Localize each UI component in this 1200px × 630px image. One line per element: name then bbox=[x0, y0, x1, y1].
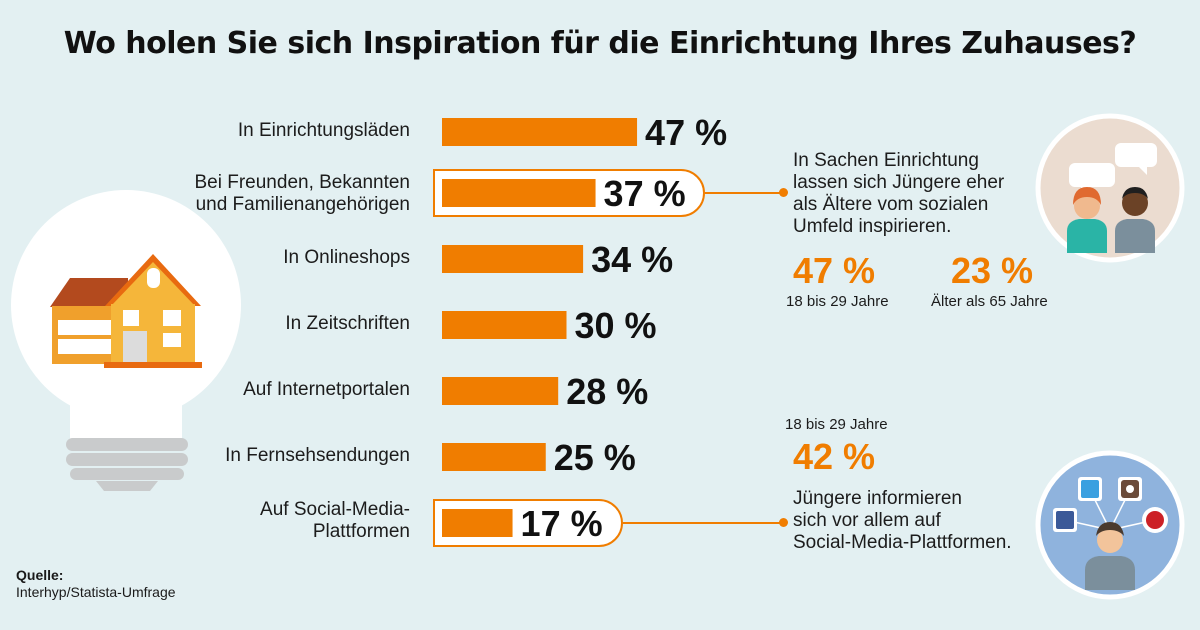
category-label-1: Bei Freunden, Bekannten und Familienange… bbox=[194, 172, 411, 215]
bar-1 bbox=[442, 179, 596, 207]
bar-value-label-6: 17 % bbox=[521, 503, 603, 544]
bar-value-label-3: 30 % bbox=[575, 305, 657, 346]
connector-dot-media bbox=[779, 518, 788, 527]
instagram-icon bbox=[1118, 477, 1142, 501]
category-label-2: In Onlineshops bbox=[283, 247, 410, 268]
bar-value-label-1: 37 % bbox=[604, 173, 686, 214]
bar-0 bbox=[442, 118, 638, 146]
callout-old-label: Älter als 65 Jahre bbox=[931, 293, 1048, 310]
callout-media-age: 18 bis 29 Jahre bbox=[785, 416, 888, 433]
callout-young-label: 18 bis 29 Jahre bbox=[786, 293, 889, 310]
facebook-icon bbox=[1053, 508, 1077, 532]
callout-media-text: Jüngere informieren sich vor allem auf S… bbox=[793, 488, 1012, 553]
callout-social-text: In Sachen Einrichtung lassen sich Jünger… bbox=[793, 150, 1005, 237]
callout-old-value: 23 % bbox=[951, 250, 1034, 291]
lightbulb-house-icon bbox=[11, 190, 241, 491]
category-label-4: Auf Internetportalen bbox=[243, 379, 410, 400]
connector-line-social bbox=[705, 192, 783, 194]
bar-value-label-5: 25 % bbox=[554, 437, 636, 478]
bar-value-label-4: 28 % bbox=[566, 371, 648, 412]
connector-line-media bbox=[623, 522, 783, 524]
bar-3 bbox=[442, 311, 567, 339]
bar-value-label-0: 47 % bbox=[645, 112, 727, 153]
chart-title: Wo holen Sie sich Inspiration für die Ei… bbox=[63, 26, 1137, 61]
people-chat-icon bbox=[1035, 113, 1185, 263]
pinterest-icon bbox=[1142, 507, 1168, 533]
twitter-icon bbox=[1078, 477, 1102, 501]
category-label-6: Auf Social-Media- Plattformen bbox=[260, 499, 410, 542]
connector-dot-social bbox=[779, 188, 788, 197]
source-note: Quelle: Interhyp/Statista-Umfrage bbox=[16, 567, 176, 600]
bar-5 bbox=[442, 443, 546, 471]
callout-young-value: 47 % bbox=[793, 250, 876, 291]
bar-value-label-2: 34 % bbox=[591, 239, 673, 280]
callout-media-value: 42 % bbox=[793, 436, 876, 477]
bar-6 bbox=[442, 509, 513, 537]
bar-4 bbox=[442, 377, 559, 405]
category-label-3: In Zeitschriften bbox=[285, 313, 410, 334]
bar-2 bbox=[442, 245, 584, 273]
social-media-user-icon bbox=[1035, 450, 1185, 600]
category-label-5: In Fernsehsendungen bbox=[225, 445, 410, 466]
category-label-0: In Einrichtungsläden bbox=[237, 120, 410, 141]
